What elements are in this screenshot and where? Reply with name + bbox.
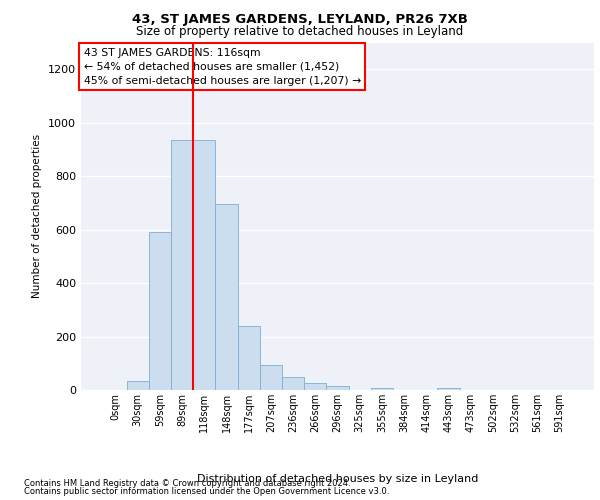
Bar xyxy=(127,380,149,390)
Bar xyxy=(193,140,215,390)
Text: 43, ST JAMES GARDENS, LEYLAND, PR26 7XB: 43, ST JAMES GARDENS, LEYLAND, PR26 7XB xyxy=(132,12,468,26)
Bar xyxy=(238,326,260,390)
Text: 43 ST JAMES GARDENS: 116sqm
← 54% of detached houses are smaller (1,452)
45% of : 43 ST JAMES GARDENS: 116sqm ← 54% of det… xyxy=(83,48,361,86)
Bar xyxy=(215,204,238,390)
Bar xyxy=(326,386,349,390)
X-axis label: Distribution of detached houses by size in Leyland: Distribution of detached houses by size … xyxy=(197,474,478,484)
Bar xyxy=(437,388,460,390)
Bar xyxy=(260,364,282,390)
Bar xyxy=(149,232,171,390)
Bar xyxy=(171,140,193,390)
Bar xyxy=(282,376,304,390)
Text: Size of property relative to detached houses in Leyland: Size of property relative to detached ho… xyxy=(136,25,464,38)
Text: Contains HM Land Registry data © Crown copyright and database right 2024.: Contains HM Land Registry data © Crown c… xyxy=(24,478,350,488)
Y-axis label: Number of detached properties: Number of detached properties xyxy=(32,134,43,298)
Bar xyxy=(304,384,326,390)
Bar xyxy=(371,388,393,390)
Text: Contains public sector information licensed under the Open Government Licence v3: Contains public sector information licen… xyxy=(24,487,389,496)
